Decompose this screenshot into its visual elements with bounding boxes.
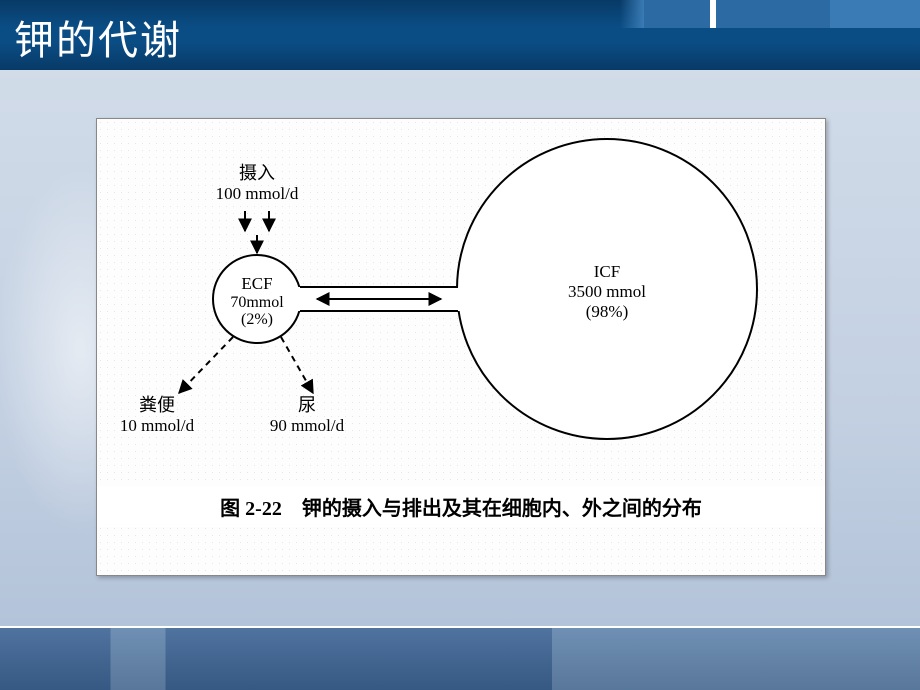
feces-label-2: 10 mmol/d xyxy=(120,416,195,435)
slide-title: 钾的代谢 xyxy=(14,8,182,66)
ecf-label-1: ECF xyxy=(241,274,272,293)
metabolism-diagram: ECF 70mmol (2%) ICF 3500 mmol (98%) 摄入 1… xyxy=(97,119,825,519)
title-bar: 钾的代谢 xyxy=(0,0,920,70)
title-accent xyxy=(620,0,920,28)
feces-arrow xyxy=(179,337,233,393)
ecf-label-3: (2%) xyxy=(241,311,273,328)
slide-root: 钾的代谢 ECF 70mmol (2%) ICF 3500 mmol (98%) xyxy=(0,0,920,690)
ecf-label-2: 70mmol xyxy=(230,294,284,311)
icf-label-2: 3500 mmol xyxy=(568,282,646,301)
urine-label-2: 90 mmol/d xyxy=(270,416,345,435)
intake-label-1: 摄入 xyxy=(239,163,275,183)
icf-label-3: (98%) xyxy=(586,302,628,321)
figure-caption: 图 2-22 钾的摄入与排出及其在细胞内、外之间的分布 xyxy=(97,486,825,527)
urine-label-1: 尿 xyxy=(298,395,316,415)
urine-arrow xyxy=(281,337,313,393)
figure-panel: ECF 70mmol (2%) ICF 3500 mmol (98%) 摄入 1… xyxy=(96,118,826,576)
footer-band xyxy=(0,626,920,690)
feces-label-1: 粪便 xyxy=(139,395,175,415)
intake-label-2: 100 mmol/d xyxy=(216,184,299,203)
icf-label-1: ICF xyxy=(594,262,620,281)
